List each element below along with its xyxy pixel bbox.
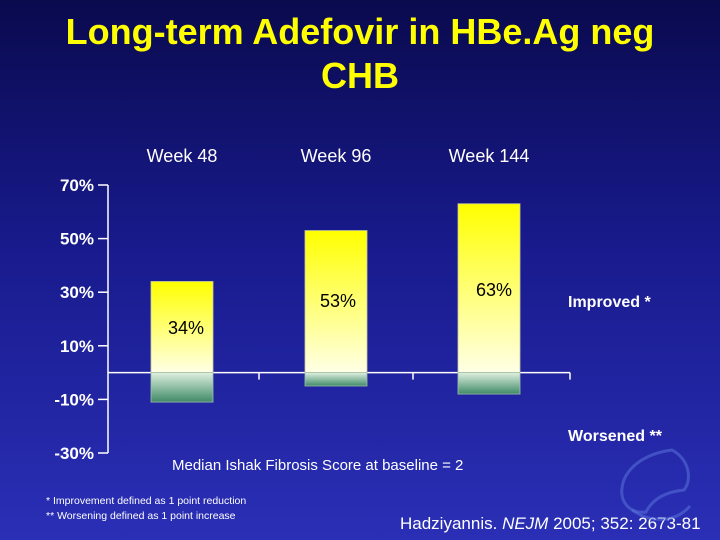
category-label: Week 96 [301,146,372,166]
y-tick-label: 50% [60,230,94,249]
bar-worsened [304,372,368,387]
data-label: 63% [476,280,512,300]
citation-author: Hadziyannis. [400,514,503,533]
bar-improved [304,230,368,373]
data-label: 34% [168,318,204,338]
data-label: 53% [320,291,356,311]
series-label-worsened: Worsened ** [568,428,663,445]
y-tick-label: 70% [60,176,94,195]
footnote-improvement: * Improvement defined as 1 point reducti… [46,495,247,507]
y-tick-label: -30% [54,444,94,463]
baseline-note: Median Ishak Fibrosis Score at baseline … [172,457,463,474]
citation-journal: NEJM [502,514,549,533]
bar-worsened [457,372,521,395]
bar-worsened [150,372,214,403]
title-line-1: Long-term Adefovir in HBe.Ag neg [65,11,655,52]
category-label: Week 48 [147,146,218,166]
y-tick-label: 10% [60,337,94,356]
y-tick-label: 30% [60,283,94,302]
bar-improved [457,203,521,373]
liver-logo-icon [620,448,692,521]
y-tick-label: -10% [54,390,94,409]
footnote-worsening: ** Worsening defined as 1 point increase [46,510,236,522]
title-line-2: CHB [321,55,399,96]
slide-title: Long-term Adefovir in HBe.Ag neg CHB [0,10,720,98]
footnotes: * Improvement defined as 1 point reducti… [46,494,246,524]
category-label: Week 144 [449,146,530,166]
series-label-improved: Improved * [568,294,651,311]
bar-improved [150,281,214,374]
